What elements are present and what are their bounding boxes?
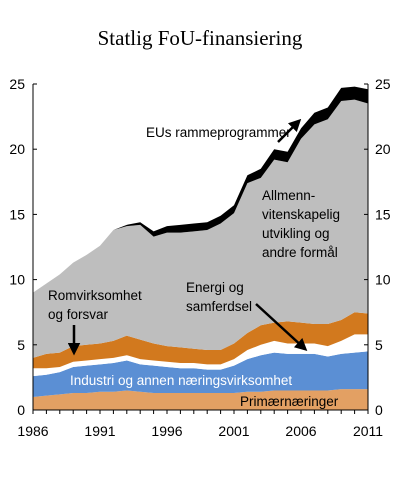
x-tick-label: 2001 (218, 423, 249, 439)
y-tick-label-right: 25 (375, 76, 391, 92)
x-tick-label: 2006 (285, 423, 316, 439)
annotation-allmenn-line4: andre formål (262, 245, 338, 260)
y-tick-label-left: 5 (17, 337, 25, 353)
y-tick-label-left: 15 (9, 206, 25, 222)
area-series-0 (33, 389, 368, 410)
y-tick-label-right: 15 (375, 206, 391, 222)
y-tick-label-left: 10 (9, 272, 25, 288)
annotation-industri: Industri og annen næringsvirksomhet (70, 373, 292, 388)
y-tick-label-right: 5 (375, 337, 383, 353)
annotation-primaer: Primærnæringer (240, 394, 339, 409)
annotation-rom-line2: og forsvar (48, 307, 109, 322)
annotation-allmenn-line1: Allmenn- (262, 188, 315, 203)
stacked-areas (33, 86, 368, 410)
chart-title: Statlig FoU-finansiering (98, 26, 303, 50)
annotation-eu-arrow (277, 118, 302, 143)
annotation-allmenn-line2: vitenskapelig (262, 207, 340, 222)
y-tick-label-right: 20 (375, 141, 391, 157)
axes: 0 0 5 5 10 10 15 15 20 20 25 25 1986 1991 1996 2001 2006… (9, 76, 390, 439)
x-tick-label: 1986 (17, 423, 48, 439)
x-tick-label: 2011 (353, 423, 383, 439)
plot-area: 0 0 5 5 10 10 15 15 20 20 25 25 1986 1991 1996 2001 2006… (9, 76, 390, 439)
area-series-3 (33, 312, 368, 369)
area-series-4 (33, 99, 368, 358)
annotation-rom-line1: Romvirksomhet (48, 288, 142, 303)
annotation-energi-arrow (255, 303, 308, 352)
y-tick-label-left: 20 (9, 141, 25, 157)
annotation-energi-line1: Energi og (186, 280, 244, 295)
y-tick-label-right: 10 (375, 272, 391, 288)
annotations: EUs rammeprogrammer Allmenn- vitenskapel… (48, 118, 340, 409)
area-series-1 (33, 351, 368, 397)
y-tick-label-left: 0 (17, 402, 25, 418)
x-tick-label: 1991 (84, 423, 115, 439)
y-tick-label-right: 0 (375, 402, 383, 418)
annotation-eu-label: EUs rammeprogrammer (146, 125, 291, 140)
y-tick-label-left: 25 (9, 76, 25, 92)
x-tick-label: 1996 (151, 423, 182, 439)
annotation-allmenn-line3: utvikling og (262, 226, 330, 241)
annotation-energi-line2: samferdsel (186, 299, 252, 314)
area-series-2 (33, 334, 368, 377)
area-series-5 (33, 86, 368, 293)
